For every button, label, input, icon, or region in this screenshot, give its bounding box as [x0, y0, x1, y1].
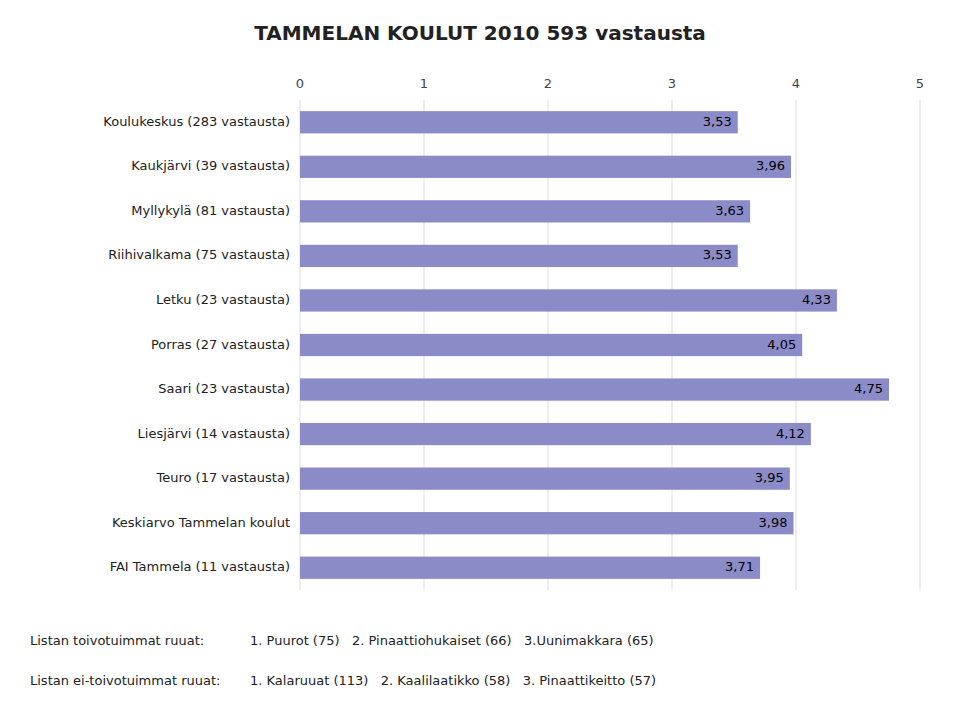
bar	[300, 334, 802, 356]
grid	[300, 100, 920, 590]
data-label: 3,53	[703, 247, 732, 262]
bar	[300, 557, 760, 579]
data-label: 3,71	[725, 559, 754, 574]
bar	[300, 378, 889, 400]
category-label: Teuro (17 vastausta)	[155, 470, 290, 485]
bar	[300, 156, 791, 178]
bar	[300, 200, 750, 222]
data-label: 4,12	[776, 426, 805, 441]
category-label: Riihivalkama (75 vastausta)	[108, 247, 290, 262]
tick-label: 3	[668, 76, 676, 91]
annotation: 1. Kalaruuat (113) 2. Kaalilaatikko (58)…	[250, 673, 656, 688]
data-labels: 3,53 3,96 3,63 3,53 4,33 4,05 4,75 4,12 3,95 3,98…	[703, 114, 883, 574]
bar	[300, 468, 790, 490]
bars	[300, 111, 889, 579]
data-label: 3,98	[759, 515, 788, 530]
title: TAMMELAN KOULUT 2010 593 vastausta	[254, 21, 706, 45]
data-label: 3,96	[756, 158, 785, 173]
category-label: Liesjärvi (14 vastausta)	[138, 426, 290, 441]
data-label: 4,05	[767, 337, 796, 352]
bar	[300, 512, 794, 534]
data-label: 4,33	[802, 292, 831, 307]
tick-label: 0	[296, 76, 304, 91]
data-label: 3,95	[755, 470, 784, 485]
data-label: 3,63	[715, 203, 744, 218]
bar	[300, 111, 738, 133]
annotation: 1. Puurot (75) 2. Pinaattiohukaiset (66)…	[250, 633, 654, 648]
chart: TAMMELAN KOULUT 2010 593 vastausta 0 1 2 3 4 5…	[0, 0, 960, 717]
category-label: FAI Tammela (11 vastausta)	[110, 559, 290, 574]
category-label: Letku (23 vastausta)	[156, 292, 290, 307]
data-label: 3,53	[703, 114, 732, 129]
data-label: 4,75	[854, 381, 883, 396]
footer: Listan toivotuimmat ruuat: 1. Puurot (75)…	[30, 633, 656, 688]
tick-label: 1	[420, 76, 428, 91]
x-axis: 0 1 2 3 4 5	[296, 76, 924, 91]
tick-label: 2	[544, 76, 552, 91]
bar	[300, 289, 837, 311]
category-label: Koulukeskus (283 vastausta)	[103, 114, 290, 129]
category-label: Kaukjärvi (39 vastausta)	[131, 158, 290, 173]
category-label: Myllykylä (81 vastausta)	[131, 203, 290, 218]
annotation: Listan toivotuimmat ruuat:	[30, 633, 204, 648]
category-label: Porras (27 vastausta)	[151, 337, 290, 352]
bar	[300, 423, 811, 445]
bar	[300, 245, 738, 267]
tick-label: 5	[916, 76, 924, 91]
y-axis: Koulukeskus (283 vastausta) Kaukjärvi (39…	[103, 114, 290, 574]
category-label: Saari (23 vastausta)	[158, 381, 290, 396]
category-label: Keskiarvo Tammelan koulut	[112, 515, 290, 530]
annotation: Listan ei-toivotuimmat ruuat:	[30, 673, 220, 688]
tick-label: 4	[792, 76, 800, 91]
grid-line	[920, 100, 921, 590]
